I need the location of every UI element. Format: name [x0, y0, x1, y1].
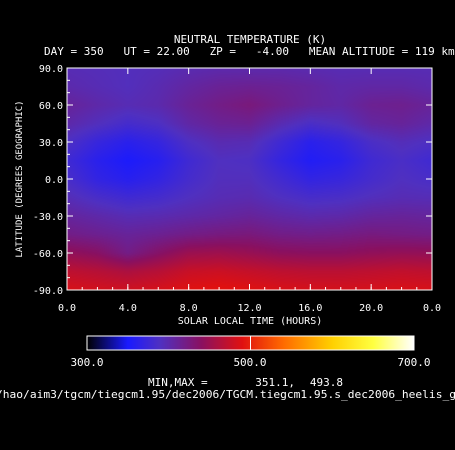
colorbar: 300.0 500.0 700.0 [70, 335, 431, 369]
y-tick-label: 60.0 [39, 101, 63, 112]
y-tick-label: -90.0 [33, 286, 63, 297]
minmax-label: MIN,MAX = [148, 376, 208, 389]
x-tick-label: 16.0 [298, 303, 322, 314]
x-tick-label: 0.0 [58, 303, 76, 314]
y-tick-label: 30.0 [39, 138, 63, 149]
chart-subtitle: DAY = 350 UT = 22.00 ZP = -4.00 MEAN ALT… [44, 45, 455, 58]
axis-ticks: 0.0 4.0 8.0 12.0 16.0 20.0 0.0 -90.0 -60.0 -30.0 0… [33, 64, 441, 314]
colorbar-tick-max: 700.0 [397, 356, 430, 369]
x-axis-label: SOLAR LOCAL TIME (HOURS) [178, 316, 323, 327]
y-tick-label: 0.0 [45, 175, 63, 186]
y-axis-label: LATITUDE (DEGREES GEOGRAPHIC) [15, 100, 25, 257]
colorbar-tick-mid: 500.0 [233, 356, 266, 369]
y-tick-label: -60.0 [33, 249, 63, 260]
max-value: 493.8 [310, 376, 343, 389]
y-tick-label: -30.0 [33, 212, 63, 223]
file-path: /hao/aim3/tgcm/tiegcm1.95/dec2006/TGCM.t… [0, 389, 455, 401]
x-tick-label: 12.0 [237, 303, 261, 314]
y-tick-label: 90.0 [39, 64, 63, 75]
x-tick-label: 20.0 [359, 303, 383, 314]
colorbar-tick-min: 300.0 [70, 356, 103, 369]
x-tick-label: 0.0 [423, 303, 441, 314]
x-tick-label: 8.0 [180, 303, 198, 314]
plot-area: 0.0 4.0 8.0 12.0 16.0 20.0 0.0 -90.0 -60.0 -30.0 0… [33, 64, 441, 314]
min-value: 351.1, [255, 376, 295, 389]
chart-title: NEUTRAL TEMPERATURE (K) [174, 33, 326, 46]
heatmap-field [67, 68, 432, 290]
x-tick-label: 4.0 [119, 303, 137, 314]
